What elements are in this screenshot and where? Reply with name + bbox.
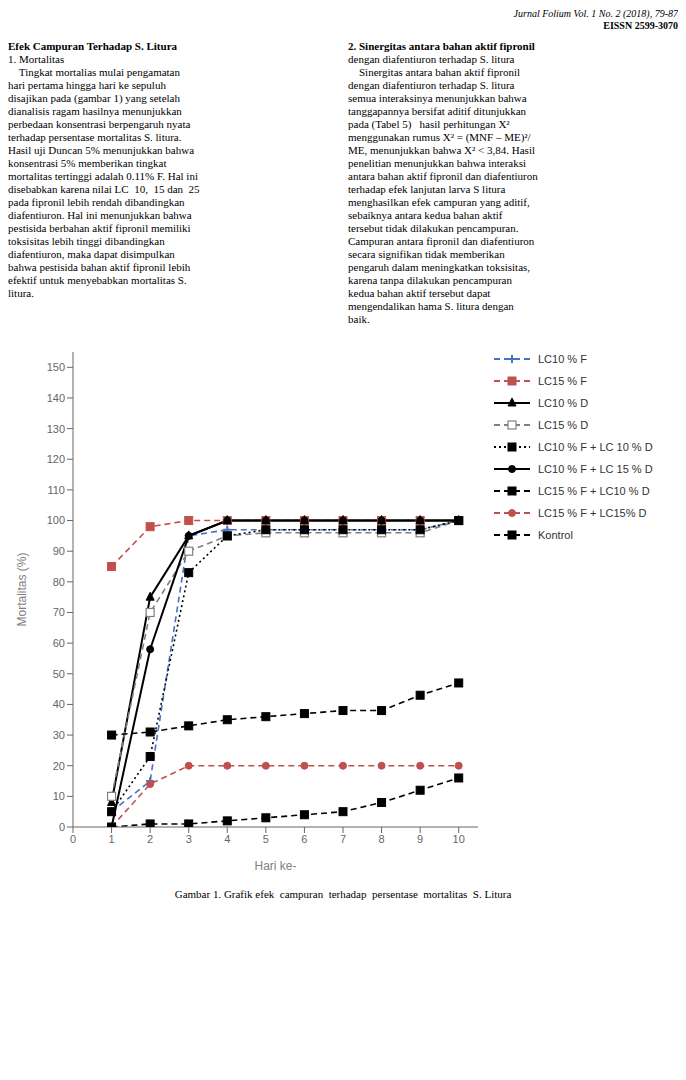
html-text:penelitian menunjukkan bahwa i: penelitian menunjukkan bahwa interaksi xyxy=(348,157,527,169)
svg-text:Mortalitas (%): Mortalitas (%) xyxy=(15,552,29,626)
html-text:Jurnal Folium Vol. 1 No. 2 (20: Jurnal Folium Vol. 1 No. 2 (2018), 79-87 xyxy=(513,8,678,19)
html-text:konsentrasi 5% memberikan ting: konsentrasi 5% memberikan tingkat xyxy=(8,157,167,169)
html-text:perbedaan konsentrasi berpenga: perbedaan konsentrasi berpengaruh nyata xyxy=(8,118,191,130)
html-text:mortalitas tertinggi adalah 0.: mortalitas tertinggi adalah 0.11% F. Hal… xyxy=(8,170,198,182)
svg-text:2: 2 xyxy=(147,833,153,845)
html-text:semua interaksinya menunjukkan: semua interaksinya menunjukkan bahwa xyxy=(348,92,527,104)
svg-text:4: 4 xyxy=(224,833,230,845)
svg-text:80: 80 xyxy=(53,576,65,588)
html-text:dianalisis ragam hasilnya menu: dianalisis ragam hasilnya menunjukkan xyxy=(8,105,182,117)
svg-text:3: 3 xyxy=(186,833,192,845)
html-text:hari pertama hingga hari ke se: hari pertama hingga hari ke sepuluh xyxy=(8,79,166,91)
html-text:tanggapannya bersifat aditif d: tanggapannya bersifat aditif ditunjukkan xyxy=(348,105,527,117)
svg-text:6: 6 xyxy=(301,833,307,845)
html-text:LC10 % F: LC10 % F xyxy=(538,353,587,365)
html-text:Kontrol: Kontrol xyxy=(538,529,573,541)
html-text:karena tanpa dilakukan pencamp: karena tanpa dilakukan pencampuran xyxy=(348,274,512,286)
html-text:LC15 % F + LC10 % D: LC15 % F + LC10 % D xyxy=(538,485,650,497)
html-text:pada (Tabel 5) hasil perhitung: pada (Tabel 5) hasil perhitungan X² xyxy=(348,118,510,130)
svg-text:50: 50 xyxy=(53,668,65,680)
html-text:antara bahan aktif fipronil da: antara bahan aktif fipronil dan diafenti… xyxy=(348,170,538,182)
html-text:2. Sinergitas antara bahan akt: 2. Sinergitas antara bahan aktif fiproni… xyxy=(348,40,535,52)
html-text:pengaruh dalam meningkatkan to: pengaruh dalam meningkatkan toksisitas, xyxy=(348,261,531,273)
html-text:bahwa pestisida bahan aktif fi: bahwa pestisida bahan aktif fipronil leb… xyxy=(8,261,191,273)
svg-text:7: 7 xyxy=(340,833,346,845)
html-text:efektif untuk menyebabkan mort: efektif untuk menyebabkan mortalitas S. xyxy=(8,274,187,286)
svg-text:110: 110 xyxy=(47,484,65,496)
html-text:EISSN 2599-3070: EISSN 2599-3070 xyxy=(603,20,678,31)
svg-text:30: 30 xyxy=(53,729,65,741)
html-text:pada fipronil lebih rendah dib: pada fipronil lebih rendah dibandingkan xyxy=(8,196,185,208)
html-text:diafentiuron. Hal ini menunjuk: diafentiuron. Hal ini menunjukkan bahwa xyxy=(8,209,192,221)
html-text:LC10 % F + LC 15 % D: LC10 % F + LC 15 % D xyxy=(538,463,653,475)
html-text:menggunakan rumus X² = (MNF –: menggunakan rumus X² = (MNF – ME)²/ xyxy=(348,131,531,143)
html-text:disebabkan karena nilai LC 10,: disebabkan karena nilai LC 10, 15 dan 25 xyxy=(8,183,200,195)
html-text:dengan diafentiuron terhadap S: dengan diafentiuron terhadap S. litura xyxy=(348,53,515,65)
html-text:mengendalikan hama S. litura d: mengendalikan hama S. litura dengan xyxy=(348,300,514,312)
html-text:LC10 % F + LC 10 % D: LC10 % F + LC 10 % D xyxy=(538,441,653,453)
html-text:menghasilkan efek campuran yan: menghasilkan efek campuran yang aditif, xyxy=(348,196,530,208)
html-text:LC10 % D: LC10 % D xyxy=(538,397,589,409)
html-text:terhadap persentase mortalitas: terhadap persentase mortalitas S. litura… xyxy=(8,131,182,143)
html-text:1. Mortalitas: 1. Mortalitas xyxy=(8,53,65,65)
html-text:sebaiknya antara kedua bahan a: sebaiknya antara kedua bahan aktif xyxy=(348,209,503,221)
html-text:litura.: litura. xyxy=(8,287,34,299)
html-text:LC15 % D: LC15 % D xyxy=(538,419,589,431)
svg-text:0: 0 xyxy=(59,821,65,833)
svg-text:10: 10 xyxy=(453,833,465,845)
svg-text:9: 9 xyxy=(417,833,423,845)
svg-text:100: 100 xyxy=(47,514,65,526)
html-text:diafentiuron, maka dapat disim: diafentiuron, maka dapat disimpulkan xyxy=(8,248,175,260)
svg-text:70: 70 xyxy=(53,606,65,618)
html-text:LC15 % F: LC15 % F xyxy=(538,375,587,387)
html-text:Campuran antara fipronil dan d: Campuran antara fipronil dan diafentiuro… xyxy=(348,235,535,247)
html-text:ME, menunjukkan bahwa X² < 3,8: ME, menunjukkan bahwa X² < 3,84. Hasil xyxy=(348,144,535,156)
svg-text:90: 90 xyxy=(53,545,65,557)
html-text:kedua bahan aktif tersebut dap: kedua bahan aktif tersebut dapat xyxy=(348,287,491,299)
svg-text:60: 60 xyxy=(53,637,65,649)
svg-text:40: 40 xyxy=(53,698,65,710)
svg-text:140: 140 xyxy=(47,392,65,404)
html-text:tersebut tidak dilakukan penca: tersebut tidak dilakukan pencampuran. xyxy=(348,222,519,234)
svg-text:20: 20 xyxy=(53,760,65,772)
html-text:terhadap efek lanjutan larva S: terhadap efek lanjutan larva S litura xyxy=(348,183,506,195)
html-text:disajikan pada (gambar 1) yang: disajikan pada (gambar 1) yang setelah xyxy=(8,92,180,104)
svg-text:8: 8 xyxy=(379,833,385,845)
html-text:secara signifikan tidak member: secara signifikan tidak memberikan xyxy=(348,248,505,260)
html-text:toksisitas lebih tinggi diband: toksisitas lebih tinggi dibandingkan xyxy=(8,235,165,247)
html-text:Efek Campuran Terhadap S. Litu: Efek Campuran Terhadap S. Litura xyxy=(8,40,177,52)
svg-text:Hari ke-: Hari ke- xyxy=(254,859,296,873)
svg-text:5: 5 xyxy=(263,833,269,845)
html-text:Sinergitas antara bahan aktif: Sinergitas antara bahan aktif fipronil xyxy=(348,66,521,78)
html-text:Hasil uji Duncan 5% menunjukka: Hasil uji Duncan 5% menunjukkan bahwa xyxy=(8,144,194,156)
html-text:pestisida berbahan aktif fipro: pestisida berbahan aktif fipronil memili… xyxy=(8,222,191,234)
svg-text:150: 150 xyxy=(47,361,65,373)
html-text:Gambar 1. Grafik efek campuran: Gambar 1. Grafik efek campuran terhadap … xyxy=(174,888,512,900)
svg-text:10: 10 xyxy=(53,790,65,802)
svg-text:0: 0 xyxy=(70,833,76,845)
svg-text:120: 120 xyxy=(47,453,65,465)
html-text:dengan diafentiuron terhadap S: dengan diafentiuron terhadap S. litura xyxy=(348,79,515,91)
svg-text:1: 1 xyxy=(109,833,115,845)
html-text:LC15 % F + LC15% D: LC15 % F + LC15% D xyxy=(538,507,647,519)
svg-text:130: 130 xyxy=(47,423,65,435)
html-text:baik.: baik. xyxy=(348,313,370,325)
html-text:Tingkat mortalias mulai pengam: Tingkat mortalias mulai pengamatan xyxy=(8,66,180,78)
